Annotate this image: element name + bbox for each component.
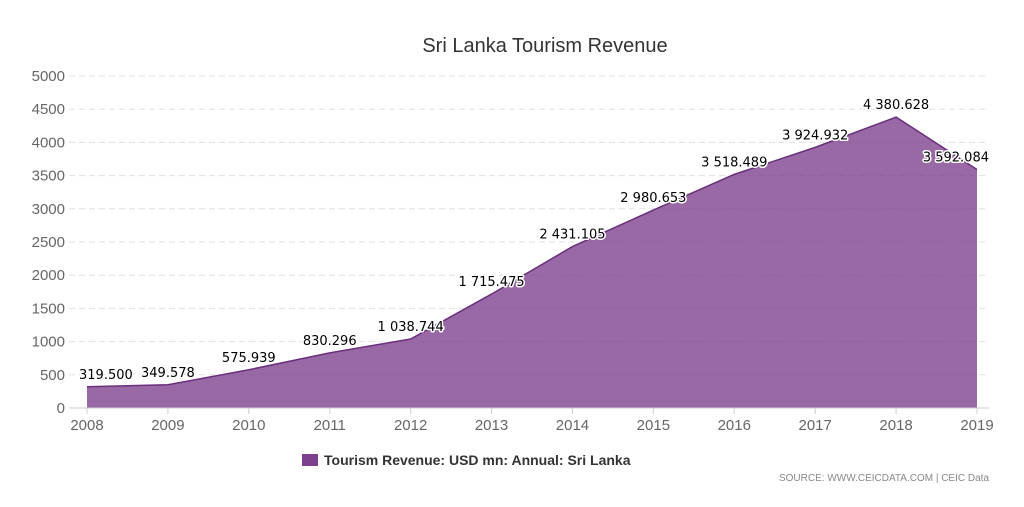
area-fill [87,117,977,409]
data-label: 4 380.628 [863,98,929,113]
source-note: SOURCE: WWW.CEICDATA.COM | CEIC Data [779,473,989,484]
series-line [86,116,978,388]
x-tick-label: 2013 [475,417,508,434]
x-tick-label: 2017 [798,417,831,434]
y-tick-label: 4500 [32,101,65,118]
x-tick-label: 2009 [151,417,184,434]
y-tick-label: 0 [57,400,65,417]
y-tick-label: 2000 [32,267,65,284]
data-label: 575.939 [222,351,276,366]
legend-swatch [302,454,318,466]
y-tick-label: 5000 [32,68,65,85]
y-tick-label: 4000 [32,134,65,151]
plot-area [86,116,978,409]
data-label: 3 924.932 [782,128,848,143]
legend-label: Tourism Revenue: USD mn: Annual: Sri Lan… [324,452,631,468]
data-label: 319.500 [79,368,133,383]
x-tick-label: 2008 [70,417,103,434]
y-tick-label: 3000 [32,201,65,218]
x-tick-label: 2010 [232,417,265,434]
data-labels: 319.500 349.578 575.939 830.296 1 038.744 1 7… [78,97,991,385]
y-tick-label: 500 [40,367,65,384]
data-label: 1 038.744 [378,320,444,335]
x-tick-label: 2016 [718,417,751,434]
y-tick-label: 1500 [32,300,65,317]
data-label: 1 715.475 [458,275,524,290]
legend[interactable]: Tourism Revenue: USD mn: Annual: Sri Lan… [302,452,631,468]
x-tick-label: 2011 [314,417,346,434]
data-label: 3 592.084 [923,150,989,165]
x-tick-label: 2012 [394,417,427,434]
data-label: 3 518.489 [701,155,767,170]
x-tick-label: 2018 [879,417,912,434]
axes: 0 500 1000 1500 2000 2500 3000 3500 4000 4500 5000… [32,68,994,434]
data-label: 349.578 [141,366,195,381]
x-tick-label: 2014 [556,417,589,434]
data-label: 2 980.653 [620,191,686,206]
x-tick-label: 2015 [637,417,670,434]
chart-title: Sri Lanka Tourism Revenue [422,35,667,57]
y-tick-label: 2500 [32,234,65,251]
y-tick-label: 1000 [32,334,65,351]
y-tick-label: 3500 [32,168,65,185]
x-tick-label: 2019 [960,417,993,434]
data-label: 2 431.105 [539,228,605,243]
data-label: 830.296 [303,334,357,349]
